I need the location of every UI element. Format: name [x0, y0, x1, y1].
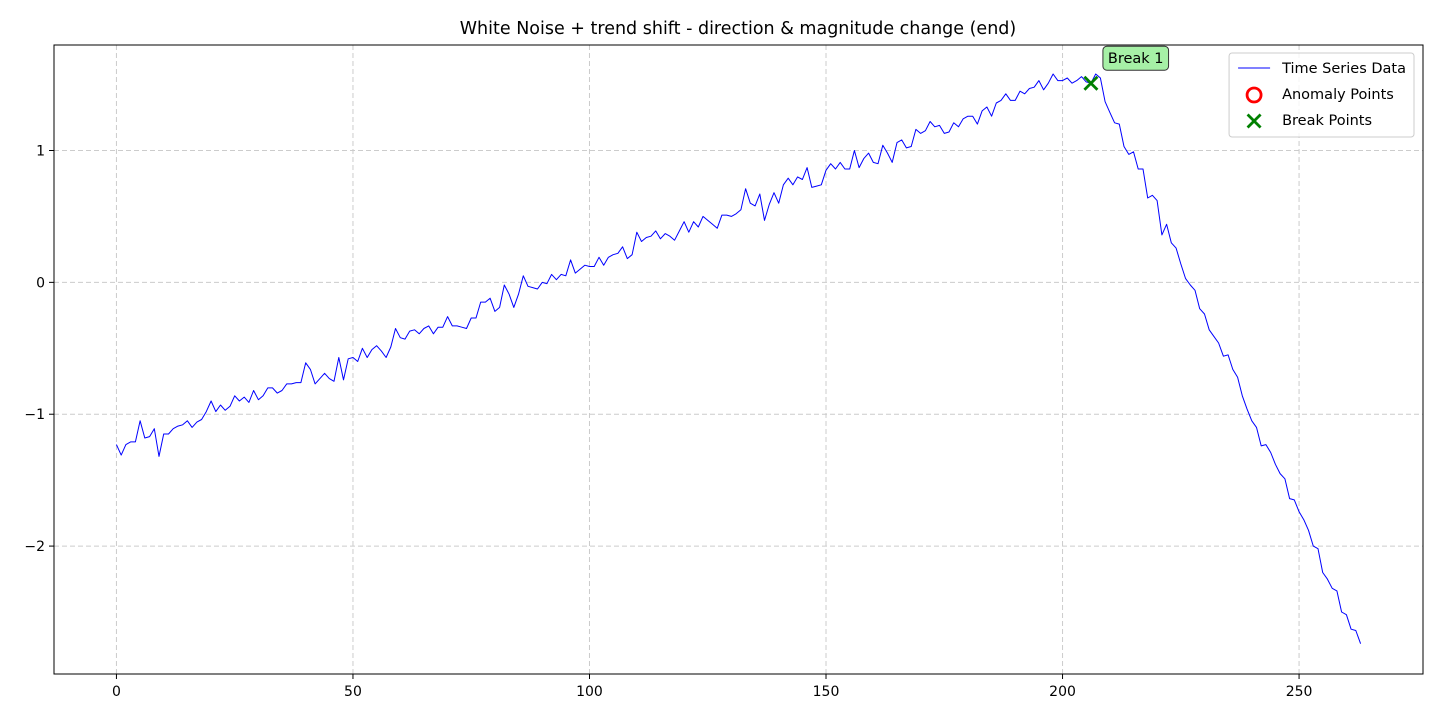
annotation-box — [1102, 45, 1170, 71]
annotations: Break 1 — [1102, 45, 1170, 71]
data-line-group — [115, 73, 1362, 644]
legend-label: Break Points — [1282, 113, 1372, 129]
annotation-label: Break 1 — [1108, 51, 1164, 67]
x-tick-label: 100 — [576, 684, 603, 700]
grid-lines — [54, 45, 1423, 674]
y-tick-label: 1 — [36, 143, 45, 159]
y-tick-label: 0 — [36, 275, 45, 291]
y-tick-label: −2 — [24, 539, 45, 555]
x-tick-label: 250 — [1286, 684, 1313, 700]
series-line-time-series-data — [115, 73, 1362, 644]
plot-frame — [53, 44, 1424, 675]
chart-title: White Noise + trend shift - direction & … — [460, 19, 1016, 39]
legend: Time Series Data Anomaly Points Break Poin… — [1228, 52, 1415, 138]
legend-anomaly-swatch — [1245, 86, 1263, 104]
y-tick-label: −1 — [24, 407, 45, 423]
legend-break-swatch — [1246, 113, 1262, 129]
axis-ticks: 0 50 100 150 200 250 −2 −1 0 1 — [24, 143, 1312, 700]
break-point-marker — [1083, 75, 1099, 91]
break-markers — [1083, 75, 1099, 91]
x-tick-label: 150 — [813, 684, 840, 700]
x-tick-label: 50 — [344, 684, 362, 700]
legend-label: Anomaly Points — [1282, 87, 1394, 103]
legend-label: Time Series Data — [1281, 61, 1406, 77]
x-tick-label: 0 — [112, 684, 121, 700]
legend-box — [1228, 52, 1415, 138]
x-tick-label: 200 — [1049, 684, 1076, 700]
